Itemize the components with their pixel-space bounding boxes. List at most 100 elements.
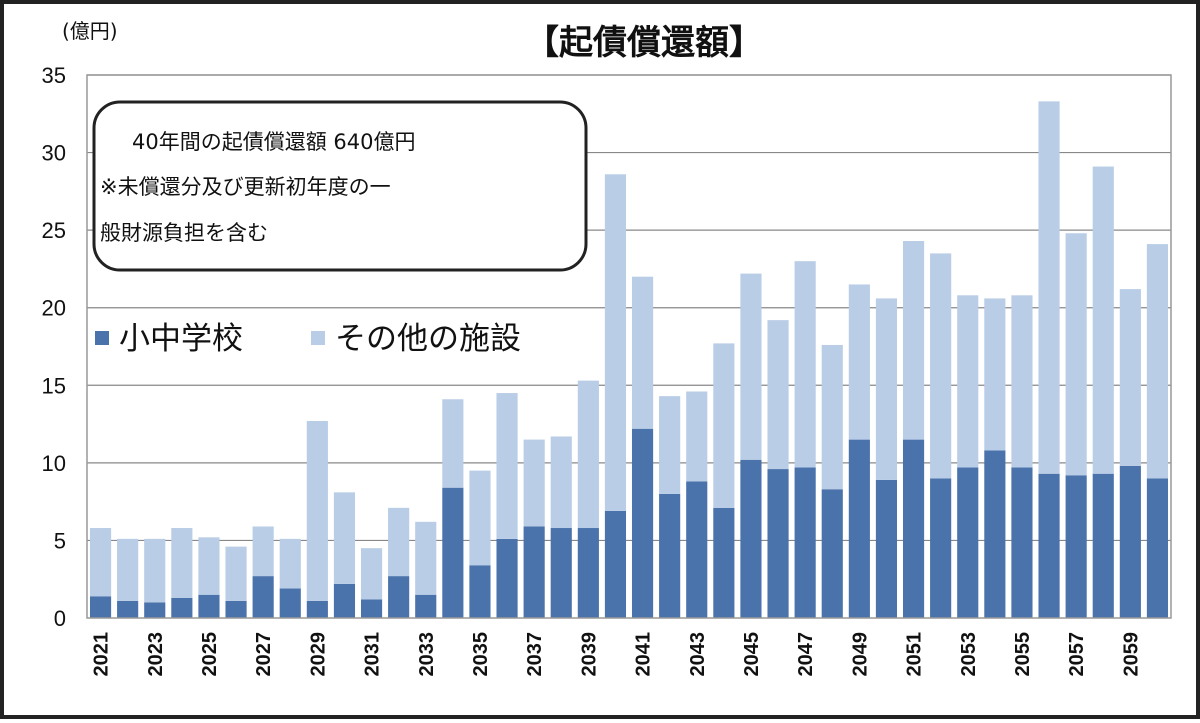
x-tick-label-2035: 2035: [470, 632, 492, 677]
x-tick-label-2027: 2027: [253, 632, 275, 677]
bar-other-2022: [117, 538, 139, 601]
x-tick-label-2031: 2031: [362, 632, 384, 677]
bar-schools-2034: [442, 487, 464, 618]
x-tick-label-2021: 2021: [91, 632, 113, 677]
bar-other-2040: [604, 174, 627, 511]
bar-schools-2058: [1092, 473, 1114, 618]
bar-other-2029: [306, 420, 328, 601]
bar-schools-2026: [225, 600, 247, 618]
bar-schools-2052: [930, 478, 952, 618]
bar-other-2056: [1038, 101, 1060, 474]
bar-other-2045: [740, 273, 762, 460]
annotation-line-3: 般財源負担を含む: [100, 221, 268, 245]
bar-other-2025: [198, 537, 220, 595]
bar-schools-2041: [631, 428, 654, 618]
x-axis-ticks: 2021 2023 2025 2027 2029 2031 2033 2035 2037 2039…: [91, 632, 1143, 677]
x-tick-label-2033: 2033: [416, 632, 438, 677]
y-tick-label-10: 10: [42, 451, 66, 476]
bar-other-2052: [930, 253, 952, 479]
bar-schools-2056: [1038, 473, 1060, 618]
bar-other-2028: [279, 538, 301, 589]
bar-other-2021: [89, 528, 112, 597]
bar-schools-2022: [117, 600, 139, 618]
bar-schools-2025: [198, 594, 220, 618]
bar-other-2044: [713, 343, 735, 508]
bar-schools-2047: [794, 467, 816, 618]
y-tick-label-25: 25: [42, 218, 66, 243]
annotation-bubble: [92, 100, 588, 272]
bar-other-2041: [631, 276, 654, 429]
bar-schools-2032: [388, 576, 410, 618]
bar-other-2057: [1065, 233, 1087, 476]
bar-schools-2039: [577, 528, 599, 618]
x-tick-label-2045: 2045: [741, 632, 763, 677]
bar-schools-2038: [550, 528, 572, 618]
x-tick-label-2053: 2053: [958, 632, 980, 677]
bar-schools-2021: [89, 596, 112, 618]
y-axis-unit-label: (億円): [62, 19, 118, 43]
bar-other-2053: [957, 295, 979, 468]
bar-schools-2043: [686, 481, 708, 618]
bar-schools-2048: [821, 489, 843, 618]
bar-schools-2036: [496, 538, 518, 618]
x-tick-label-2049: 2049: [849, 632, 871, 677]
bar-other-2034: [442, 399, 464, 488]
bar-schools-2045: [740, 459, 762, 618]
bar-other-2037: [523, 439, 545, 527]
bar-schools-2044: [713, 507, 735, 618]
x-tick-label-2041: 2041: [633, 632, 655, 677]
y-tick-label-0: 0: [54, 606, 66, 631]
bar-other-2039: [577, 380, 599, 529]
annotation-line-2: ※未償還分及び更新初年度の一: [100, 175, 391, 199]
bar-schools-2057: [1065, 475, 1087, 618]
legend-label-other: その他の施設: [335, 321, 521, 357]
bar-other-2046: [767, 320, 789, 470]
bar-other-2038: [550, 436, 572, 529]
legend-swatch-other: [311, 331, 325, 345]
bar-other-2033: [415, 521, 437, 595]
x-tick-label-2057: 2057: [1066, 632, 1088, 677]
bar-schools-2028: [279, 588, 301, 618]
y-axis-ticks: 0 5 10 15 20 25 30 35: [42, 63, 66, 631]
bars: [89, 101, 1169, 618]
bar-other-2047: [794, 261, 816, 468]
x-tick-label-2025: 2025: [199, 632, 221, 677]
x-tick-label-2055: 2055: [1012, 632, 1034, 677]
y-tick-label-20: 20: [42, 296, 66, 321]
bar-other-2050: [875, 298, 898, 480]
bar-schools-2033: [415, 594, 437, 618]
bar-other-2024: [171, 528, 193, 598]
x-tick-label-2037: 2037: [524, 632, 546, 677]
bar-other-2060: [1146, 244, 1169, 479]
x-tick-label-2051: 2051: [904, 632, 926, 677]
bar-other-2054: [984, 298, 1006, 451]
chart-title: 【起債償還額】: [525, 23, 763, 63]
bar-other-2042: [659, 396, 681, 494]
x-tick-label-2047: 2047: [795, 632, 817, 677]
bar-schools-2037: [523, 526, 545, 618]
bar-schools-2024: [171, 597, 193, 618]
bar-other-2035: [469, 470, 491, 566]
y-tick-label-30: 30: [42, 141, 66, 166]
y-tick-label-35: 35: [42, 63, 66, 88]
bar-other-2059: [1119, 289, 1141, 466]
x-tick-label-2059: 2059: [1120, 632, 1142, 677]
bar-other-2055: [1011, 295, 1033, 468]
bar-other-2048: [821, 344, 843, 490]
x-tick-label-2043: 2043: [687, 632, 709, 677]
annotation-box: 40年間の起債償還額 640億円 ※未償還分及び更新初年度の一 般財源負担を含む: [92, 100, 588, 272]
bar-schools-2029: [306, 600, 328, 618]
y-tick-label-5: 5: [54, 528, 66, 553]
bar-schools-2031: [360, 599, 383, 618]
bar-schools-2053: [957, 467, 979, 618]
x-tick-label-2029: 2029: [307, 632, 329, 677]
bar-other-2026: [225, 546, 247, 601]
legend-swatch-schools: [95, 331, 109, 345]
bar-other-2023: [144, 538, 166, 603]
bar-other-2043: [686, 391, 708, 482]
bar-other-2030: [333, 492, 356, 584]
bar-schools-2051: [902, 439, 925, 618]
bar-schools-2042: [659, 493, 681, 618]
